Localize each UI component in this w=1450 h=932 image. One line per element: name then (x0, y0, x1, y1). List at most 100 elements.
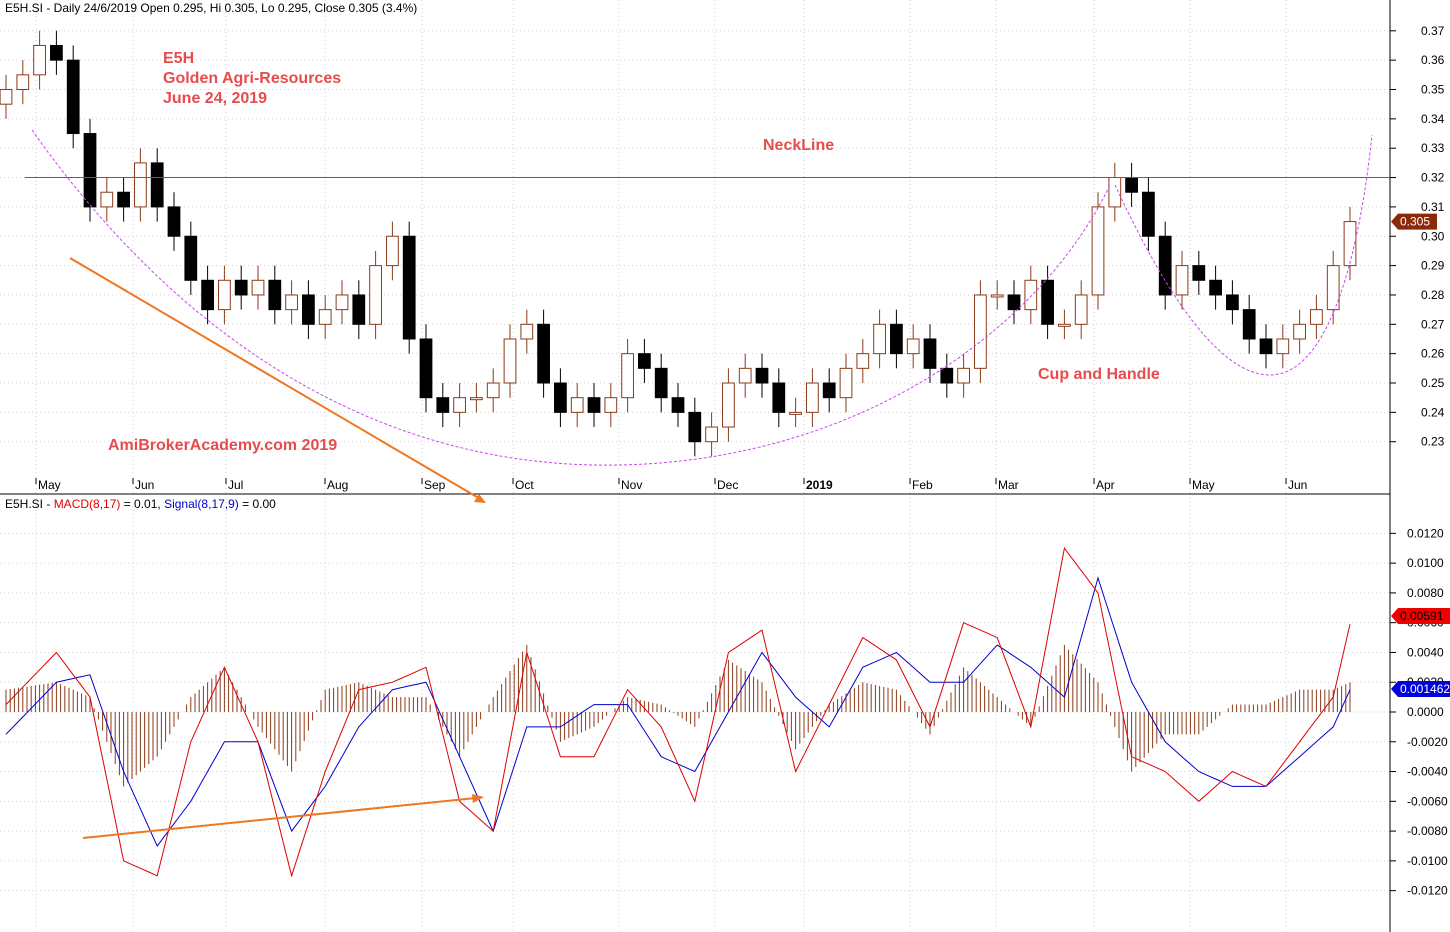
macd-grid (0, 494, 1390, 932)
price-bar-body (66, 59, 80, 135)
price-bar-body (671, 397, 685, 413)
macd-tick-label: -0.0040 (1407, 765, 1448, 779)
price-bar-body (738, 367, 752, 384)
price-y-axis: 0.23 0.24 0.25 0.26 0.27 0.28 0.29 0.30 0.31 0.32… (1390, 24, 1445, 449)
price-tick-label: 0.32 (1421, 171, 1445, 185)
price-bar-body (822, 382, 836, 399)
price-bar-body (1226, 294, 1239, 311)
macd-header: E5H.SI - MACD(8,17) = 0.01, Signal(8,17,… (5, 497, 276, 511)
price-bar (974, 280, 987, 384)
price-bar (856, 338, 870, 384)
macd-header-signal-value: = 0.00 (239, 497, 276, 511)
price-bar-body (957, 367, 970, 384)
price-bar (890, 309, 903, 369)
annotation-company: Golden Agri-Resources (163, 70, 341, 87)
price-bar (1242, 294, 1256, 354)
price-bar (671, 383, 685, 428)
price-header: E5H.SI - Daily 24/6/2019 Open 0.295, Hi … (5, 1, 417, 15)
price-bar (352, 280, 366, 339)
price-bar (705, 412, 718, 457)
price-bar (806, 368, 819, 428)
price-bar-body (705, 426, 718, 443)
price-bar-body (1276, 338, 1290, 355)
price-bar (453, 383, 466, 428)
x-tick-label: Dec (717, 478, 738, 492)
price-bar-body (1242, 309, 1256, 340)
price-bar (738, 353, 752, 398)
price-bar-body (554, 382, 567, 413)
price-bar (436, 383, 450, 428)
price-bar (369, 250, 382, 339)
price-bar (1058, 309, 1071, 339)
price-bar (1024, 265, 1038, 325)
price-bar (16, 60, 30, 105)
price-bar (755, 353, 769, 398)
price-tick-label: 0.23 (1421, 435, 1445, 449)
price-bar-body (268, 279, 282, 311)
macd-tick-label: -0.0020 (1407, 735, 1448, 749)
macd-value-tag-label: 0.00591 (1400, 609, 1444, 623)
price-bar-body (369, 265, 382, 325)
price-bar (386, 221, 399, 281)
macd-tick-label: 0.0000 (1407, 705, 1444, 719)
price-bar (218, 265, 231, 325)
price-bar-body (100, 191, 114, 208)
price-bar-body (83, 133, 97, 208)
price-bar (1192, 250, 1206, 295)
price-bar-body (570, 397, 584, 413)
price-bar-body (906, 338, 920, 355)
price-bar-body (1175, 265, 1189, 296)
x-tick-label: 2019 (806, 478, 833, 492)
price-bar (117, 177, 130, 222)
price-tick-label: 0.25 (1421, 376, 1445, 390)
price-bar (1175, 250, 1189, 310)
price-bar-body (234, 279, 248, 296)
price-bar-body (402, 235, 416, 340)
price-bar (1310, 294, 1323, 339)
price-bar-body (167, 206, 181, 237)
price-bar-body (1209, 279, 1222, 296)
price-bar (184, 221, 198, 295)
price-tick-label: 0.28 (1421, 288, 1445, 302)
last-price-tag-label: 0.305 (1400, 215, 1430, 229)
price-bar-body (386, 235, 399, 267)
x-tick-label: Oct (515, 478, 534, 492)
price-tick-label: 0.35 (1421, 83, 1445, 97)
price-bar-body (1158, 235, 1172, 296)
price-bar-body (1310, 309, 1323, 325)
price-bar-body (352, 294, 366, 325)
price-bar-body (1142, 191, 1155, 237)
price-bar-body (974, 294, 987, 369)
price-bar-body (772, 382, 786, 413)
price-bar (789, 397, 802, 428)
price-bar (167, 192, 181, 251)
annotation-watermark: AmiBrokerAcademy.com 2019 (108, 437, 337, 454)
price-tick-label: 0.31 (1421, 200, 1445, 214)
price-bar-body (318, 309, 332, 325)
down-trend-arrow (69, 257, 483, 501)
price-bar (33, 30, 46, 90)
price-bar (486, 368, 500, 413)
price-bar (688, 397, 702, 457)
price-bar (419, 324, 433, 413)
price-bar-body (503, 338, 517, 384)
x-tick-label: Apr (1096, 478, 1115, 492)
price-tick-label: 0.33 (1421, 141, 1445, 155)
price-bar-body (604, 397, 618, 413)
price-bar (654, 353, 668, 413)
annotation-pattern: Cup and Handle (1038, 366, 1160, 383)
price-bar-body (1326, 265, 1340, 311)
price-bar-body (436, 397, 450, 413)
signal-value-tag-label: 0.001462 (1400, 682, 1450, 696)
x-axis: May Jun Jul Aug Sep Oct Nov Dec 2019 Feb Mar Apr May… (35, 478, 1307, 492)
x-tick-label: Mar (998, 478, 1019, 492)
price-bar (1108, 162, 1122, 222)
price-bar-body (520, 323, 534, 340)
macd-tick-label: -0.0060 (1407, 794, 1448, 808)
price-bar-body (923, 338, 937, 369)
price-bar-body (1125, 177, 1138, 193)
price-bar (66, 45, 80, 149)
down-trend-arrow-head (474, 494, 486, 503)
price-bar (873, 309, 886, 369)
x-tick-label: Aug (327, 478, 348, 492)
